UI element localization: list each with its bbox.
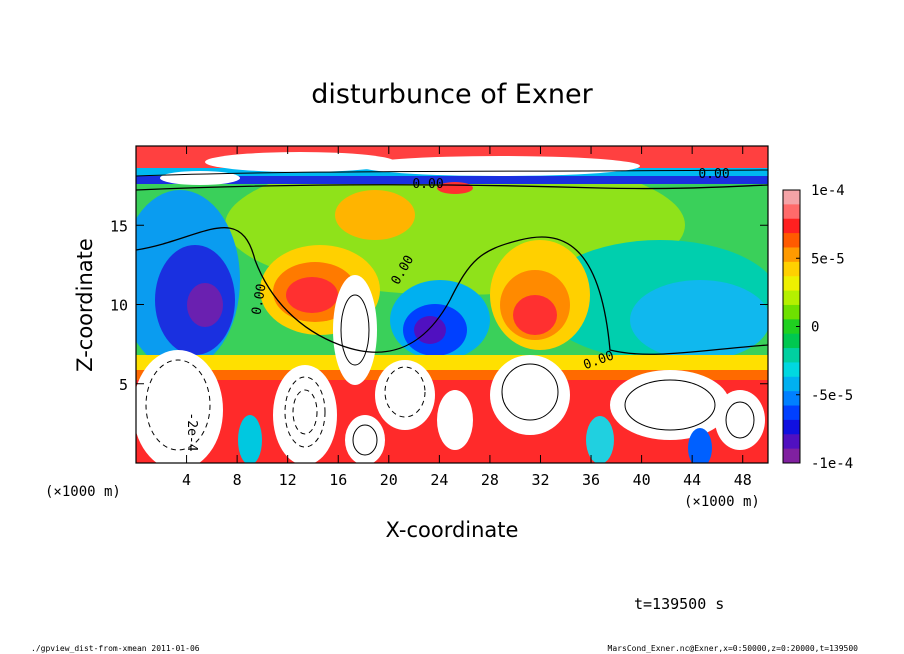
- x-tick-label: 12: [279, 471, 297, 489]
- y-tick-label: 15: [110, 217, 128, 235]
- colorbar-tick-label: -5e-5: [811, 388, 853, 404]
- y-axis: 5 10 15: [110, 217, 768, 394]
- contour-label: 0.00: [412, 177, 443, 192]
- footer-left: ./gpview_dist-from-xmean 2011-01-06: [31, 644, 200, 653]
- colorbar-swatch: [783, 261, 800, 277]
- time-annotation: t=139500 s: [634, 595, 724, 613]
- colorbar-tick-label: 0: [811, 320, 819, 336]
- colorbar-swatch: [783, 362, 800, 378]
- x-axis-unit: (×1000 m): [684, 494, 760, 510]
- colorbar-tick-label: -1e-4: [811, 456, 853, 472]
- colorbar-swatch: [783, 233, 800, 248]
- colorbar-swatch: [783, 419, 800, 435]
- colorbar-swatch: [783, 304, 800, 320]
- colorbar-swatch: [783, 333, 800, 349]
- colorbar-swatch: [783, 434, 800, 450]
- x-tick-label: 20: [380, 471, 398, 489]
- colorbar-swatch: [783, 319, 800, 335]
- x-tick-label: 48: [734, 471, 752, 489]
- colorbar-swatch: [783, 348, 800, 363]
- x-tick-label: 32: [531, 471, 549, 489]
- x-tick-label: 36: [582, 471, 600, 489]
- chart-title: disturbunce of Exner: [311, 79, 593, 110]
- y-tick-label: 10: [110, 297, 128, 315]
- y-tick-label: 5: [119, 376, 128, 394]
- colorbar-swatch: [783, 376, 800, 392]
- colorbar-swatch: [783, 448, 800, 464]
- colorbar-swatch: [783, 190, 800, 205]
- colorbar-swatch: [783, 204, 800, 220]
- colorbar-swatch: [783, 218, 800, 234]
- colorbar-swatch: [783, 247, 800, 263]
- colorbar-swatch: [783, 391, 800, 407]
- x-tick-label: 8: [233, 471, 242, 489]
- colorbar-tick-label: 1e-4: [811, 183, 845, 199]
- y-axis-title: Z-coordinate: [73, 238, 97, 372]
- x-tick-label: 44: [683, 471, 701, 489]
- x-tick-label: 24: [430, 471, 448, 489]
- x-axis: 4 8 12 16 20 24 28 32 36 40 44 48: [182, 146, 752, 489]
- colorbar-tick-label: 5e-5: [811, 251, 845, 267]
- x-tick-label: 16: [329, 471, 347, 489]
- colorbar-swatch: [783, 405, 800, 421]
- y-axis-unit: (×1000 m): [45, 484, 121, 500]
- plot-field: [136, 146, 768, 463]
- colorbar-swatch: [783, 276, 800, 292]
- x-tick-label: 28: [481, 471, 499, 489]
- colorbar: 1e-4 5e-5 0 -5e-5 -1e-4: [782, 183, 853, 472]
- contour-label: 0.00: [698, 167, 729, 182]
- footer-right: MarsCond_Exner.nc@Exner,x=0:50000,z=0:20…: [608, 644, 859, 653]
- contour-label: 0.00: [249, 283, 269, 316]
- x-axis-title: X-coordinate: [386, 518, 519, 542]
- x-tick-label: 4: [182, 471, 191, 489]
- colorbar-swatch: [783, 290, 800, 306]
- contour-label: -2e-4: [184, 412, 199, 451]
- x-tick-label: 40: [633, 471, 651, 489]
